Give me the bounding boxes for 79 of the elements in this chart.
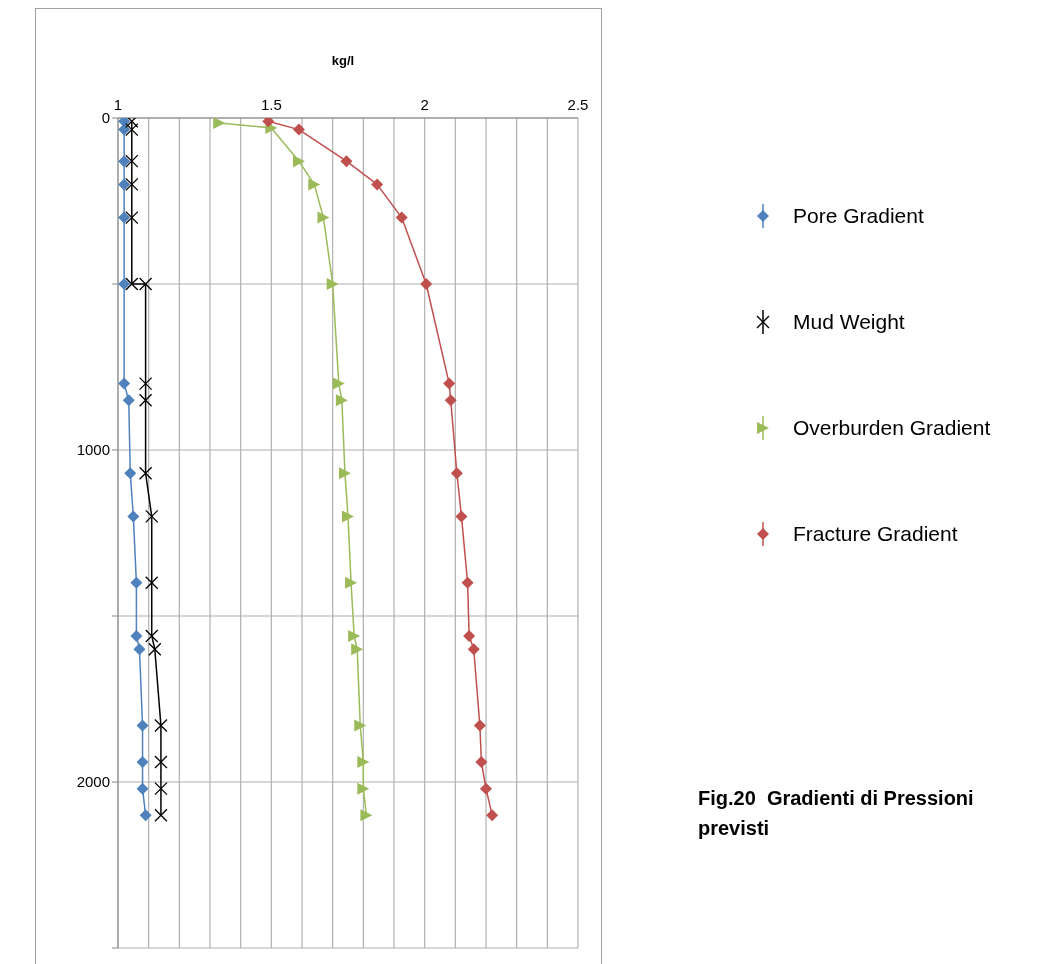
- point: [130, 629, 143, 642]
- point: [125, 177, 139, 192]
- point: [125, 122, 139, 137]
- point: [124, 467, 137, 480]
- point: [145, 509, 159, 524]
- point: [467, 643, 480, 656]
- point: [332, 377, 345, 390]
- point: [450, 467, 463, 480]
- point: [118, 377, 131, 390]
- point: [340, 155, 353, 168]
- point: [138, 393, 153, 407]
- point: [475, 756, 488, 769]
- point: [122, 394, 135, 407]
- point: [145, 576, 159, 590]
- legend-label: Fracture Gradient: [793, 522, 958, 546]
- point: [138, 466, 153, 480]
- x-tick-label: 1.5: [260, 96, 282, 113]
- point: [480, 782, 492, 795]
- point: [360, 809, 373, 822]
- point: [444, 394, 457, 407]
- point: [154, 718, 168, 733]
- point: [351, 643, 364, 656]
- point: [138, 376, 153, 391]
- point: [473, 719, 486, 732]
- point: [308, 178, 321, 191]
- y-tick-label: 2000: [76, 773, 110, 791]
- point: [338, 467, 351, 480]
- point: [125, 154, 139, 168]
- point: [154, 808, 168, 822]
- point: [262, 118, 275, 128]
- x-axis-title: kg/l: [330, 53, 356, 68]
- point: [154, 781, 168, 796]
- point: [145, 629, 159, 643]
- x-tick-label: 2: [420, 96, 429, 113]
- point: [342, 510, 354, 523]
- point: [125, 210, 139, 225]
- point: [139, 809, 152, 822]
- y-tick-label: 0: [101, 109, 110, 127]
- point: [371, 178, 384, 191]
- point: [213, 118, 226, 129]
- point: [130, 576, 143, 589]
- point: [133, 643, 146, 656]
- y-tick-label: 1000: [76, 441, 110, 459]
- point: [395, 211, 408, 224]
- x-tick-label: 2.5: [567, 96, 589, 113]
- legend-label: Pore Gradient: [793, 204, 924, 228]
- point: [118, 178, 131, 191]
- point: [335, 394, 348, 407]
- point: [154, 755, 168, 769]
- point: [463, 629, 476, 642]
- point: [118, 278, 131, 290]
- x-tick-label: 1: [113, 96, 123, 113]
- point: [136, 782, 149, 795]
- point: [348, 629, 361, 642]
- legend-label: Overburden Gradient: [793, 416, 991, 440]
- point: [357, 782, 370, 795]
- point: [420, 278, 433, 290]
- point: [118, 155, 131, 168]
- point: [138, 277, 153, 291]
- point: [127, 510, 140, 523]
- point: [136, 756, 149, 769]
- point: [125, 118, 139, 128]
- text: Fig.20 Gradienti di Pressioni previsti: [698, 786, 975, 841]
- point: [345, 576, 358, 589]
- point: [148, 642, 162, 656]
- point: [136, 719, 149, 732]
- point: [357, 756, 370, 769]
- point: [292, 123, 305, 136]
- point: [354, 719, 367, 732]
- point: [461, 576, 474, 589]
- point: [326, 278, 339, 290]
- legend-label: Mud Weight: [793, 310, 905, 334]
- point: [443, 377, 456, 390]
- point: [118, 211, 131, 224]
- point: [455, 510, 468, 523]
- point: [292, 155, 305, 168]
- point: [317, 211, 330, 224]
- point: [125, 277, 139, 291]
- point: [486, 809, 499, 822]
